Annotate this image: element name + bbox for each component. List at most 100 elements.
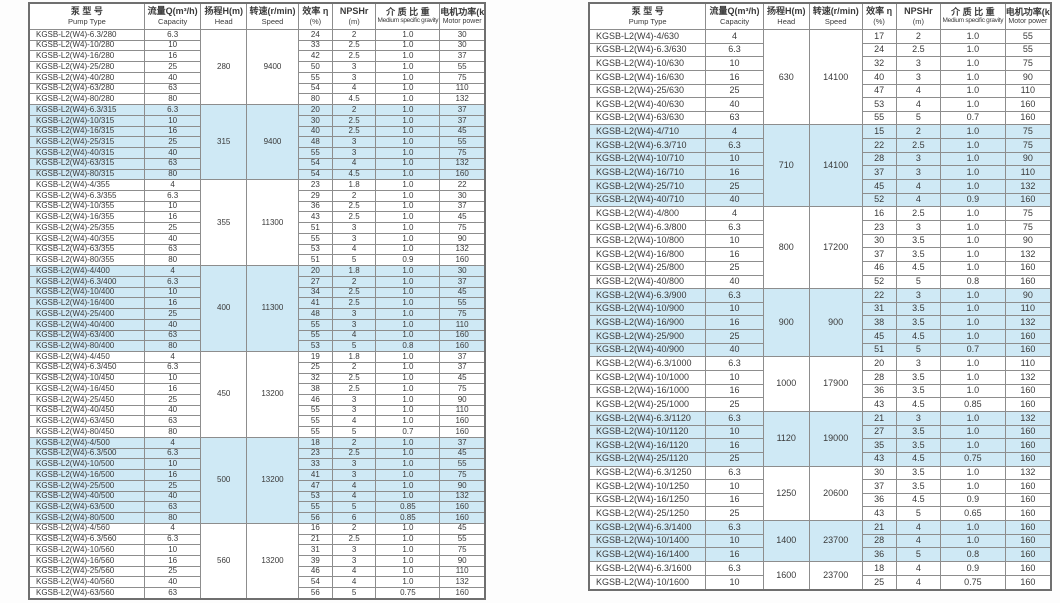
motor-power-cell: 160 — [439, 254, 486, 267]
efficiency-cell: 55 — [297, 415, 333, 428]
npshr-cell: 4 — [331, 479, 377, 492]
efficiency-cell: 54 — [297, 82, 333, 95]
gravity-cell: 1.0 — [940, 301, 1006, 317]
pump-type-cell: KGSB-L2(W4)-6.3/1000 — [588, 356, 707, 372]
pump-type-cell: KGSB-L2(W4)-10/355 — [28, 200, 145, 213]
pump-type-cell: KGSB-L2(W4)-16/1000 — [588, 383, 707, 399]
motor-power-cell: 160 — [1004, 560, 1052, 576]
table-row: KGSB-L2(W4)-40/315 40 55 3 1.0 75 — [28, 147, 486, 159]
head-cell: 355 — [200, 179, 247, 267]
motor-power-cell: 30 — [439, 29, 486, 41]
head-cell: 500 — [200, 436, 247, 524]
gravity-cell: 0.85 — [375, 512, 441, 524]
pump-type-cell: KGSB-L2(W4)-6.3/560 — [28, 533, 145, 546]
pump-type-cell: KGSB-L2(W4)-25/900 — [588, 329, 707, 344]
table-row: KGSB-L2(W4)-10/800 10 30 3.5 1.0 90 — [588, 233, 1052, 249]
npshr-cell: 3.5 — [895, 465, 942, 481]
pump-type-cell: KGSB-L2(W4)-80/355 — [28, 254, 145, 267]
speed-cell: 900 — [808, 288, 863, 358]
efficiency-cell: 48 — [297, 308, 333, 320]
efficiency-cell: 32 — [297, 372, 333, 385]
efficiency-cell: 17 — [861, 29, 897, 44]
motor-power-cell: 160 — [1004, 274, 1052, 290]
npshr-cell: 3 — [331, 222, 377, 234]
table-row: KGSB-L2(W4)-4/500 4 500 13200 18 2 1.0 37 — [28, 436, 486, 524]
speed-cell: 17900 — [808, 356, 863, 412]
head-cell: 280 — [200, 28, 247, 106]
npshr-cell: 2.5 — [331, 372, 377, 385]
motor-power-cell: 132 — [439, 490, 486, 503]
motor-power-cell: 90 — [1004, 151, 1052, 167]
efficiency-cell: 46 — [297, 393, 333, 406]
head-cell: 400 — [200, 265, 247, 353]
motor-power-cell: 75 — [1004, 56, 1052, 71]
capacity-cell: 40 — [705, 274, 764, 290]
efficiency-cell: 20 — [861, 356, 897, 372]
efficiency-cell: 54 — [297, 576, 333, 589]
gravity-cell: 1.0 — [940, 206, 1006, 221]
efficiency-cell: 52 — [861, 192, 897, 208]
pump-type-cell: KGSB-L2(W4)-16/280 — [28, 50, 145, 63]
efficiency-cell: 31 — [861, 301, 897, 317]
speed-cell: 9400 — [246, 104, 299, 181]
table-row: KGSB-L2(W4)-63/630 63 55 5 0.7 160 — [588, 110, 1052, 126]
pump-type-cell: KGSB-L2(W4)-25/1250 — [588, 506, 707, 522]
table-row: KGSB-L2(W4)-6.3/280 6.3 280 9400 24 2 1.0 30 — [28, 28, 486, 106]
gravity-cell: 1.0 — [375, 383, 441, 395]
column-header-zh: 介 质 比 重 — [951, 6, 995, 17]
efficiency-cell: 33 — [297, 39, 333, 52]
table-row: KGSB-L2(W4)-16/900 16 38 3.5 1.0 132 — [588, 315, 1052, 331]
gravity-cell: 0.85 — [940, 397, 1006, 412]
capacity-cell: 25 — [143, 61, 202, 73]
capacity-cell: 25 — [705, 260, 764, 276]
gravity-cell: 1.0 — [940, 356, 1006, 372]
motor-power-cell: 22 — [439, 179, 486, 192]
motor-power-cell: 132 — [1004, 410, 1052, 426]
column-header-zh: 电机功率(kW) — [1005, 6, 1050, 17]
pump-type-cell: KGSB-L2(W4)-16/500 — [28, 469, 145, 481]
pump-type-cell: KGSB-L2(W4)-6.3/900 — [588, 288, 707, 303]
table-row: KGSB-L2(W4)-10/355 10 36 2.5 1.0 37 — [28, 200, 486, 213]
motor-power-cell: 160 — [1004, 383, 1052, 399]
motor-power-cell: 132 — [439, 157, 486, 170]
npshr-cell: 2.5 — [331, 211, 377, 224]
pump-type-cell: KGSB-L2(W4)-16/1120 — [588, 438, 707, 453]
pump-type-cell: KGSB-L2(W4)-10/1000 — [588, 370, 707, 385]
npshr-cell: 1.8 — [331, 265, 377, 277]
table-row: KGSB-L2(W4)-4/450 4 450 13200 19 1.8 1.0 37 — [28, 351, 486, 438]
efficiency-cell: 29 — [297, 190, 333, 202]
motor-power-cell: 75 — [1004, 206, 1052, 221]
column-header-en: Pump Type — [628, 16, 667, 26]
capacity-cell: 40 — [143, 576, 202, 589]
motor-power-cell: 37 — [439, 200, 486, 213]
capacity-cell: 80 — [143, 254, 202, 267]
gravity-cell: 1.0 — [940, 260, 1006, 276]
npshr-cell: 2.5 — [895, 138, 942, 153]
efficiency-cell: 56 — [297, 587, 333, 600]
npshr-cell: 5 — [895, 342, 942, 358]
gravity-cell: 1.0 — [940, 151, 1006, 167]
efficiency-cell: 27 — [297, 275, 333, 288]
pump-type-cell: KGSB-L2(W4)-16/1250 — [588, 492, 707, 508]
gravity-cell: 0.9 — [375, 254, 441, 267]
efficiency-cell: 55 — [297, 71, 333, 84]
capacity-cell: 10 — [143, 286, 202, 299]
motor-power-cell: 160 — [1004, 533, 1052, 549]
pump-type-cell: KGSB-L2(W4)-16/900 — [588, 315, 707, 331]
capacity-cell: 40 — [143, 147, 202, 159]
table-row: KGSB-L2(W4)-4/710 4 710 14100 15 2 1.0 75 — [588, 124, 1052, 208]
motor-power-cell: 45 — [439, 286, 486, 299]
capacity-cell: 63 — [143, 157, 202, 170]
motor-power-cell: 110 — [439, 82, 486, 95]
pump-type-cell: KGSB-L2(W4)-10/560 — [28, 544, 145, 556]
efficiency-cell: 23 — [297, 447, 333, 460]
motor-power-cell: 160 — [1004, 397, 1052, 412]
motor-power-cell: 45 — [439, 522, 486, 535]
motor-power-cell: 90 — [439, 479, 486, 492]
npshr-cell: 4 — [331, 415, 377, 428]
capacity-cell: 10 — [705, 301, 764, 317]
head-cell: 1000 — [762, 356, 810, 412]
capacity-cell: 4 — [143, 351, 202, 363]
efficiency-cell: 21 — [861, 520, 897, 535]
pump-type-cell: KGSB-L2(W4)-6.3/280 — [28, 29, 145, 41]
